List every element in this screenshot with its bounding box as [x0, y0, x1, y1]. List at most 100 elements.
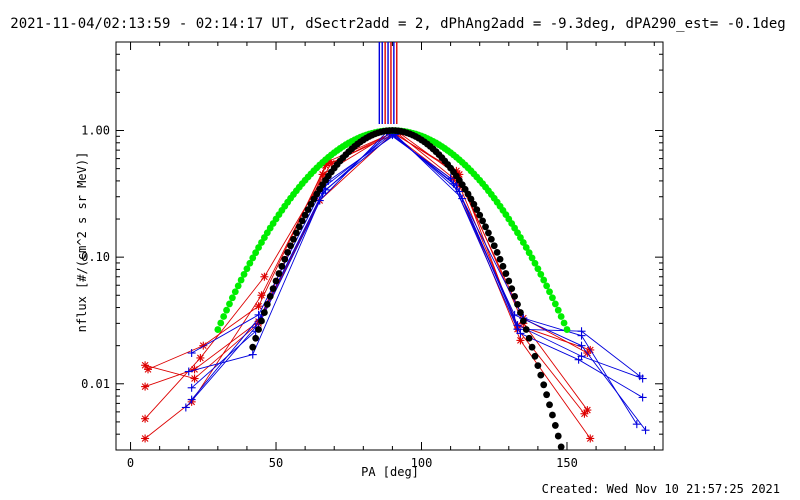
fit-curve-point: [519, 239, 527, 246]
fit-curve-point: [528, 254, 536, 262]
fit-curve-point: [534, 265, 542, 273]
fit-curve-point: [543, 282, 551, 290]
fit-curve-point: [255, 326, 262, 333]
data-point: [184, 367, 193, 376]
data-point-mark: [141, 415, 149, 423]
fit-curve-point: [473, 206, 481, 214]
y-axis-label: nflux [#/(cm^2 s sr MeV)]: [75, 152, 89, 333]
fit-curve-point: [517, 309, 524, 316]
fit-curve-point: [298, 217, 306, 225]
fit-curve-point: [223, 306, 230, 314]
created-timestamp: Created: Wed Nov 10 21:57:25 2021: [542, 482, 780, 496]
fit-curve-point: [514, 300, 521, 308]
data-point-mark: [141, 435, 149, 442]
fit-curve-point: [482, 223, 489, 231]
fit-curve-point: [246, 259, 254, 267]
fit-curve-point: [260, 309, 268, 316]
fit-curve-point: [217, 319, 225, 327]
fit-curve-point: [284, 248, 292, 256]
fit-curve-point: [540, 276, 548, 284]
fit-curve-point: [255, 244, 262, 251]
chart-title: 2021-11-04/02:13:59 - 02:14:17 UT, dSect…: [10, 16, 785, 32]
fit-curve-point: [508, 285, 516, 292]
data-point: [181, 403, 190, 412]
fit-curve-point: [234, 282, 242, 290]
x-tick-label: 50: [269, 456, 283, 470]
data-point-mark: [258, 291, 265, 299]
data-point-mark: [583, 406, 591, 414]
data-point: [577, 341, 586, 350]
x-tick-label: 100: [411, 456, 433, 470]
data-point: [141, 434, 150, 443]
data-point: [257, 291, 266, 300]
data-point: [513, 325, 522, 334]
series-line: [185, 132, 640, 408]
x-axis-label: PA [deg]: [361, 465, 419, 479]
fit-curve-point: [519, 317, 527, 325]
fit-curve-point: [258, 239, 265, 246]
fit-curve-point: [269, 285, 277, 292]
fit-curve-point: [240, 270, 248, 278]
fit-curve-point: [266, 293, 274, 300]
data-point: [187, 349, 196, 358]
fit-curve-point: [231, 288, 239, 296]
y-tick-label: 0.01: [81, 377, 110, 391]
data-point: [141, 361, 150, 370]
fit-curve-point: [226, 300, 233, 308]
data-point: [449, 179, 458, 188]
fit-curve-point: [304, 206, 312, 214]
data-point: [187, 395, 196, 404]
fit-curve-point: [525, 249, 533, 257]
x-tick-label: 150: [556, 456, 578, 470]
fit-curve-point: [237, 276, 245, 284]
fit-curve-point: [534, 362, 542, 370]
fit-curve-point: [517, 234, 524, 241]
data-point: [248, 350, 257, 359]
data-point: [641, 426, 650, 435]
fit-curve-point: [252, 334, 260, 342]
fit-curve-point: [467, 195, 475, 203]
data-point-mark: [255, 302, 262, 310]
fit-curve: [249, 127, 565, 451]
fit-curve-point: [249, 254, 257, 262]
data-point: [577, 331, 586, 340]
fit-curve-point: [563, 326, 571, 333]
plot-frame: [115, 41, 664, 451]
fit-curve-point: [281, 255, 289, 263]
fit-curve-point: [554, 306, 562, 314]
data-point: [632, 420, 641, 429]
fit-curve-point: [525, 334, 533, 342]
fit-curve-point: [272, 277, 280, 285]
fit-curve-point: [275, 270, 283, 277]
series-line: [191, 133, 638, 425]
fit-curves: [214, 127, 571, 451]
series-line: [191, 134, 643, 398]
data-point: [187, 383, 196, 392]
fit-curve-point: [537, 371, 545, 379]
fit-curve-point: [292, 229, 300, 237]
fit-curve-point: [307, 200, 315, 208]
fit-curve-point: [505, 277, 513, 285]
fit-curve-point: [476, 211, 484, 219]
fit-curve-point: [228, 294, 236, 302]
fit-curve-point: [546, 401, 553, 409]
fit-curve-point: [490, 242, 498, 250]
series-line: [144, 131, 591, 439]
fit-curve-point: [537, 270, 545, 278]
data-point: [254, 302, 263, 311]
fit-curve-point: [464, 190, 472, 198]
data-point: [516, 336, 525, 345]
x-axis: 0 50 100 150: [127, 42, 655, 470]
data-point: [190, 374, 199, 383]
fit-curve-point: [560, 319, 568, 327]
fit-curve-point: [543, 391, 551, 399]
fit-curve-point: [263, 300, 271, 308]
data-point: [635, 372, 644, 381]
data-point: [141, 382, 150, 391]
series-line: [188, 131, 646, 431]
data-point-mark: [196, 354, 204, 362]
data-point-mark: [517, 337, 524, 344]
data-point: [260, 272, 269, 281]
data-point-mark: [144, 365, 152, 373]
